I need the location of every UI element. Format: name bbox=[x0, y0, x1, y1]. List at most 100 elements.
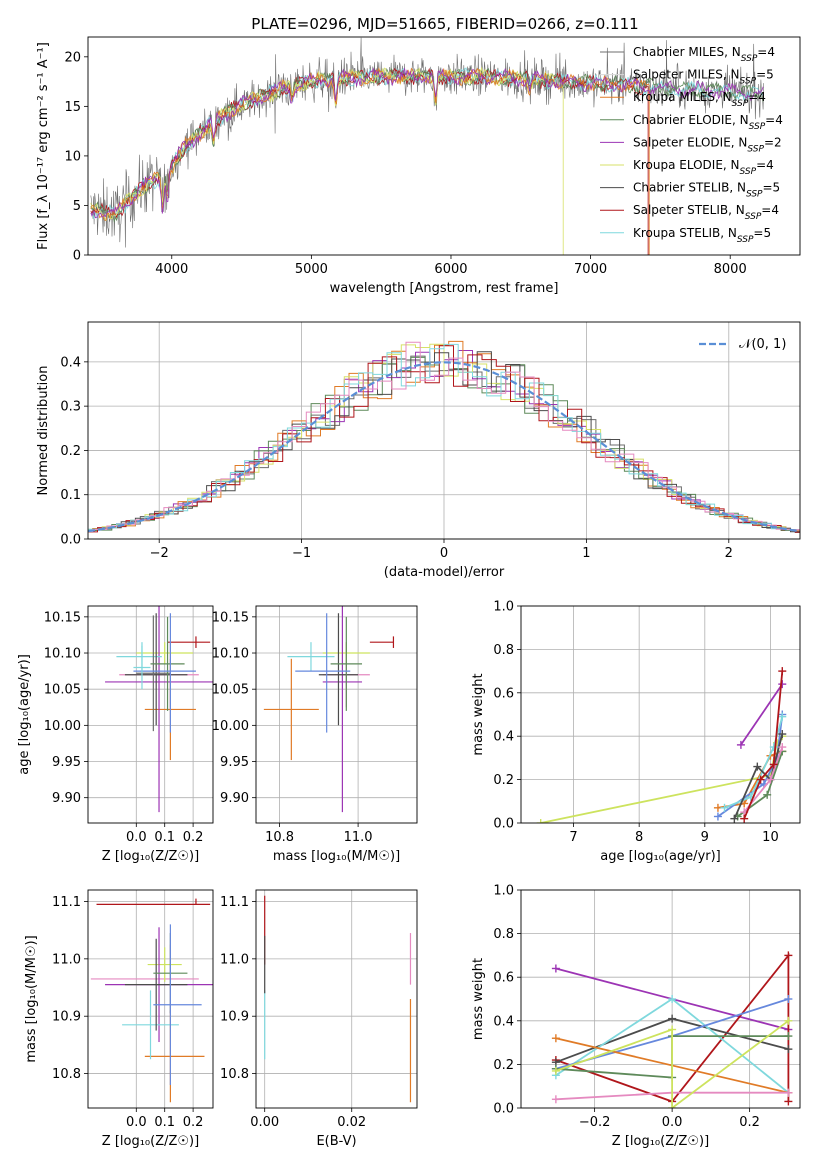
legend-entry: Kroupa STELIB, NSSP=5 bbox=[633, 226, 771, 245]
x-tick-label: 0.0 bbox=[662, 1115, 683, 1130]
plot-area bbox=[536, 667, 787, 823]
errorbar-point bbox=[287, 642, 335, 672]
weight-line-salpeter-stelib bbox=[555, 952, 790, 1103]
errorbar-point bbox=[147, 947, 182, 982]
y-tick-label: 15 bbox=[64, 100, 81, 115]
x-tick-label: 0 bbox=[440, 546, 448, 561]
errorbar-point bbox=[122, 990, 179, 1060]
weight-marker bbox=[778, 712, 787, 721]
histogram-step-salpeter-stelib bbox=[88, 345, 800, 533]
y-axis-label: mass weight bbox=[471, 958, 486, 1040]
weight-line-yellowgreen bbox=[555, 1020, 789, 1108]
y-tick-label: 0.6 bbox=[493, 686, 514, 701]
x-tick-label: 0.02 bbox=[337, 1115, 366, 1130]
y-axis-label: mass [log₁₀(M/M☉)] bbox=[24, 935, 39, 1062]
x-axis-label: Z [log₁₀(Z/Z☉)] bbox=[612, 1134, 709, 1149]
weight-marker bbox=[763, 790, 772, 799]
x-tick-label: 9 bbox=[701, 830, 709, 845]
x-axis-label: (data-model)/error bbox=[384, 565, 505, 580]
model-spectrum-kroupa-miles bbox=[90, 67, 650, 255]
y-tick-label: 10.00 bbox=[44, 719, 81, 734]
legend-name: Chabrier MILES, N bbox=[633, 45, 741, 59]
weight-vs-metallicity-panel: −0.2 0.0 0.2 0.0 0.2 0.4 0.6 0.8 1.0 Z [log₁₀(Z/Z… bbox=[471, 884, 801, 1149]
plot-area bbox=[263, 606, 395, 813]
x-tick-label: 10.8 bbox=[265, 830, 294, 845]
weight-marker bbox=[736, 740, 745, 749]
x-axis-label: mass [log₁₀(M/M☉)] bbox=[273, 849, 400, 864]
model-spectrum-chabrier-elodie bbox=[90, 67, 764, 224]
legend-entry: Kroupa ELODIE, NSSP=4 bbox=[633, 158, 774, 177]
weight-marker bbox=[784, 1045, 793, 1054]
y-axis-label: Flux [f_λ 10⁻¹⁷ erg cm⁻² s⁻¹ A⁻¹] bbox=[36, 42, 51, 250]
x-tick-label: 2 bbox=[725, 546, 733, 561]
weight-marker bbox=[784, 1097, 793, 1106]
errorbar-point bbox=[322, 606, 363, 813]
mass-vs-ebv-panel: 0.00 0.02 10.8 10.9 11.0 11.1 E(B-V) bbox=[220, 889, 418, 1149]
legend-sub: SSP bbox=[732, 99, 749, 109]
x-tick-label: 0.1 bbox=[154, 1115, 175, 1130]
plot-area bbox=[90, 37, 764, 255]
x-axis-label: E(B-V) bbox=[316, 1134, 356, 1149]
y-tick-label: 10 bbox=[64, 149, 81, 164]
weight-marker bbox=[740, 814, 749, 823]
y-tick-label: 0.4 bbox=[493, 1014, 514, 1029]
legend-sub: SSP bbox=[749, 122, 766, 132]
x-axis-label: Z [log₁₀(Z/Z☉)] bbox=[102, 1134, 199, 1149]
legend-name: Salpeter STELIB, N bbox=[633, 203, 745, 217]
legend-name: Kroupa MILES, N bbox=[633, 90, 732, 104]
errorbar-point bbox=[295, 613, 351, 733]
weight-marker bbox=[766, 775, 775, 784]
y-tick-label: 10.05 bbox=[212, 683, 249, 698]
axes-frame bbox=[255, 605, 418, 824]
legend-sub: SSP bbox=[741, 54, 758, 64]
legend-name: Chabrier STELIB, N bbox=[633, 181, 746, 195]
errorbar-point bbox=[153, 924, 202, 1086]
y-tick-label: 0.3 bbox=[60, 400, 81, 415]
weight-marker bbox=[778, 680, 787, 689]
errorbar-point bbox=[133, 645, 151, 690]
legend-name: Salpeter ELODIE, N bbox=[633, 135, 747, 149]
x-tick-label: 0.2 bbox=[183, 1115, 204, 1130]
axes-frame bbox=[255, 889, 418, 1109]
legend-entry: Kroupa MILES, NSSP=4 bbox=[633, 90, 766, 109]
weight-marker bbox=[551, 964, 560, 973]
y-tick-label: 9.95 bbox=[220, 755, 249, 770]
weight-marker bbox=[784, 1016, 793, 1025]
weight-marker bbox=[778, 730, 787, 739]
weight-marker bbox=[784, 995, 793, 1003]
y-tick-label: 0.4 bbox=[493, 730, 514, 745]
age-vs-mass-panel: 10.8 11.0 9.90 9.95 10.00 10.05 10.10 10.15 mass… bbox=[212, 605, 418, 864]
legend-name: Kroupa STELIB, N bbox=[633, 226, 737, 240]
plot-area bbox=[264, 895, 412, 1103]
y-tick-label: 0.2 bbox=[493, 773, 514, 788]
legend-tail: =2 bbox=[764, 135, 782, 149]
y-tick-label: 9.95 bbox=[52, 755, 81, 770]
legend-tail: =5 bbox=[763, 181, 781, 195]
y-tick-label: 0.8 bbox=[493, 643, 514, 658]
legend-sub: SSP bbox=[745, 212, 762, 222]
errorbar-point bbox=[116, 642, 162, 672]
errorbar-point bbox=[105, 606, 213, 813]
y-axis-label: mass weight bbox=[471, 673, 486, 755]
x-tick-label: 7000 bbox=[574, 262, 607, 277]
errorbar-point bbox=[136, 642, 194, 664]
legend-entry: Chabrier STELIB, NSSP=5 bbox=[633, 181, 780, 200]
figure-title: PLATE=0296, MJD=51665, FIBERID=0266, z=0… bbox=[251, 15, 638, 33]
x-tick-label: 0.1 bbox=[154, 830, 175, 845]
y-tick-label: 11.0 bbox=[220, 952, 249, 967]
errorbar-point bbox=[133, 613, 196, 733]
y-tick-label: 0.1 bbox=[60, 488, 81, 503]
y-tick-label: 0.8 bbox=[493, 927, 514, 942]
weight-vs-age-panel: 7 8 9 10 0.0 0.2 0.4 0.6 0.8 1.0 age [log₁₀(age/yr… bbox=[471, 600, 801, 864]
y-tick-label: 10.15 bbox=[212, 610, 249, 625]
weight-line-salpeter-stelib bbox=[743, 671, 784, 820]
x-tick-label: 0.0 bbox=[126, 1115, 147, 1130]
legend-entry: 𝒩(0, 1) bbox=[739, 337, 786, 352]
spectrum-panel: 4000 5000 6000 7000 8000 0 5 10 15 20 wavelength [… bbox=[36, 36, 801, 296]
y-tick-label: 9.90 bbox=[52, 791, 81, 806]
weight-marker bbox=[784, 951, 793, 960]
mass-vs-metallicity-panel: 0.0 0.1 0.2 10.8 10.9 11.0 11.1 Z [log₁₀(Z/Z☉)]… bbox=[24, 889, 214, 1149]
weight-marker bbox=[720, 803, 729, 812]
